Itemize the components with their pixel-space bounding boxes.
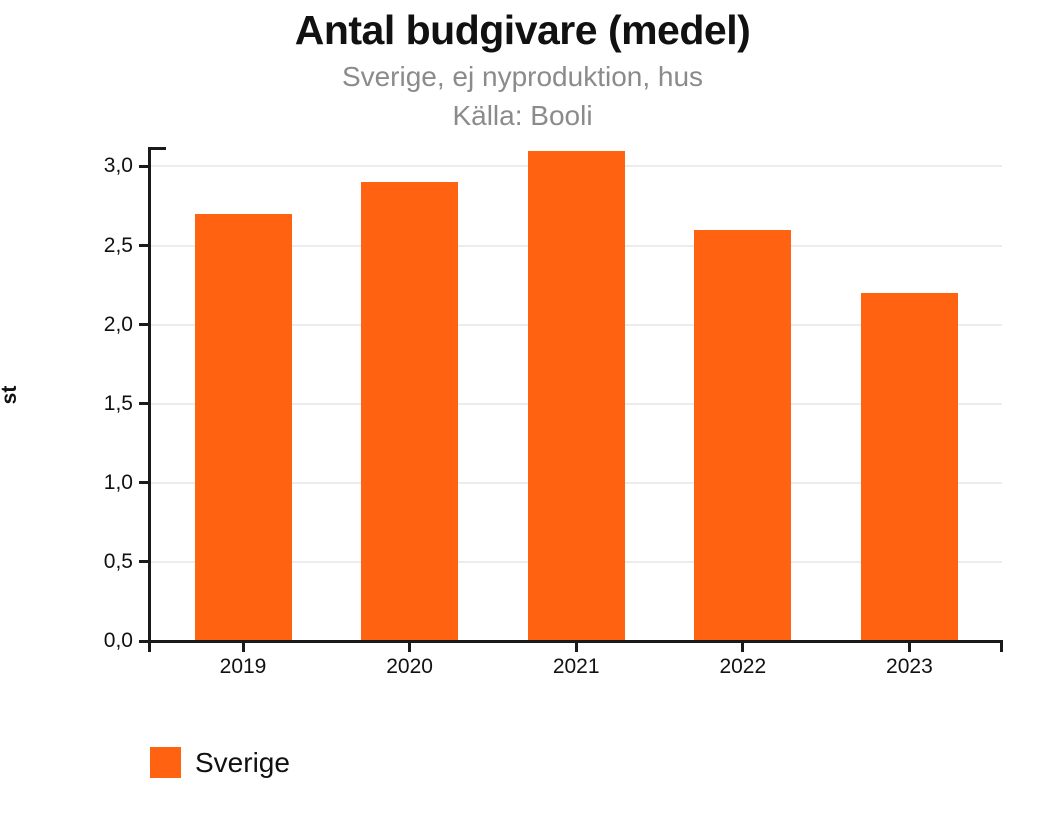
y-axis-line: [148, 147, 151, 652]
x-tick-label-2021: 2021: [552, 655, 600, 678]
x-axis-end-tick: [1000, 641, 1003, 652]
y-tick-label: 2,5: [103, 233, 133, 257]
x-tick: [574, 641, 578, 652]
y-tick-label: 2,0: [103, 312, 133, 336]
legend-swatch: [150, 747, 181, 778]
y-tick: [139, 481, 150, 485]
y-tick-label: 1,5: [103, 391, 133, 415]
y-tick: [139, 560, 150, 564]
legend-label: Sverige: [195, 747, 290, 778]
y-tick: [139, 323, 150, 327]
y-tick-label: 0,0: [103, 629, 133, 652]
chart-header: Antal budgivare (medel) Sverige, ej nypr…: [0, 4, 1040, 134]
bar-2022[interactable]: [694, 229, 792, 641]
x-tick: [741, 641, 745, 652]
x-tick-label-2023: 2023: [886, 655, 933, 678]
y-tick-label: 0,5: [103, 549, 133, 573]
y-axis-title: st: [0, 385, 21, 405]
x-tick: [241, 641, 245, 652]
x-tick-label-2020: 2020: [386, 655, 433, 678]
y-tick: [139, 244, 150, 247]
x-tick-label-2022: 2022: [719, 655, 767, 678]
bar-2020[interactable]: [361, 182, 459, 641]
y-tick: [139, 402, 150, 406]
y-tick: [139, 639, 150, 643]
y-tick-label: 3,0: [103, 154, 133, 178]
x-tick-label-2019: 2019: [219, 655, 267, 678]
x-tick: [907, 641, 911, 652]
chart-title: Antal budgivare (medel): [294, 7, 751, 53]
y-tick-label: 1,0: [103, 470, 133, 494]
x-tick: [408, 641, 412, 652]
plot-area: [150, 148, 1002, 641]
bar-2023[interactable]: [860, 292, 958, 641]
bar-2021[interactable]: [527, 150, 625, 641]
chart-subtitle: Sverige, ej nyproduktion, hus: [341, 61, 704, 92]
legend-item-sverige[interactable]: Sverige: [150, 747, 290, 778]
bar-2019[interactable]: [194, 213, 292, 641]
y-tick: [139, 164, 150, 168]
y-axis-top-cap: [150, 147, 166, 150]
chart-source: Källa: Booli: [452, 100, 593, 131]
legend: Sverige: [150, 747, 290, 778]
